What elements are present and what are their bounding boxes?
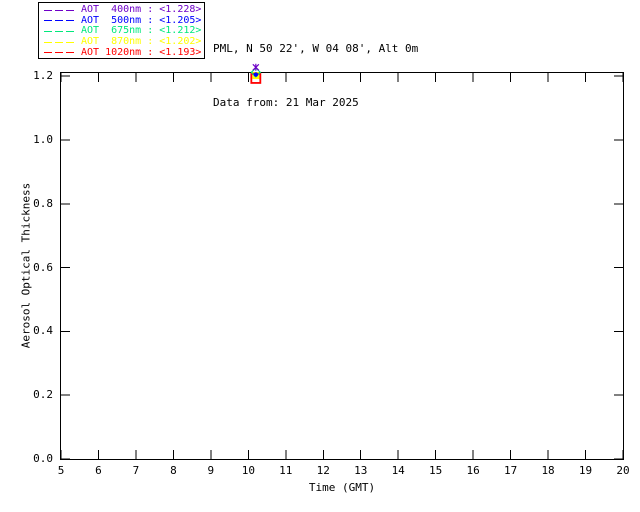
- legend-label: AOT 1020nm : <1.193>: [81, 46, 202, 58]
- legend-dash-sample: [44, 30, 74, 32]
- x-tick-label: 6: [95, 464, 102, 477]
- legend-dash-sample: [44, 41, 74, 43]
- marker-aot-400nm: [252, 63, 260, 71]
- legend-dash-sample: [44, 20, 74, 22]
- legend-row: AOT 870nm : <1.202>: [39, 37, 204, 48]
- y-tick-label: 1.2: [33, 69, 53, 83]
- legend-dash-sample: [44, 52, 74, 54]
- legend-label: AOT 500nm : <1.205>: [81, 14, 202, 26]
- marker-aot-500nm: [253, 72, 259, 77]
- x-tick-label: 10: [241, 464, 255, 477]
- legend-row: AOT 500nm : <1.205>: [39, 14, 204, 27]
- y-tick-label: 0.0: [33, 452, 53, 465]
- legend-label: AOT 870nm : <1.202>: [81, 36, 202, 48]
- x-tick-label: 18: [541, 464, 555, 477]
- legend-box: AOT 400nm : <1.228> AOT 500nm : <1.205> AO…: [38, 2, 205, 59]
- x-axis-title: Time (GMT): [308, 481, 376, 494]
- plot-header: PML, N 50 22', W 04 08', Alt 0m Data fro…: [213, 4, 418, 130]
- legend-row: AOT 675nm : <1.212>: [39, 26, 204, 37]
- x-tick-label: 14: [391, 464, 405, 477]
- x-tick-label: 17: [503, 464, 518, 477]
- header-location-line: PML, N 50 22', W 04 08', Alt 0m: [213, 42, 419, 55]
- x-tick-label: 20: [616, 464, 630, 477]
- x-tick-label: 15: [429, 464, 443, 477]
- y-tick-label: 0.6: [33, 260, 53, 274]
- legend-dash-sample: [44, 9, 74, 11]
- x-tick-label: 9: [207, 464, 215, 477]
- y-tick-label: 0.2: [33, 388, 53, 402]
- legend-row: AOT 400nm : <1.228>: [39, 5, 204, 16]
- y-tick-label: 0.4: [33, 324, 53, 338]
- x-tick-label: 12: [316, 464, 330, 477]
- legend-label: AOT 400nm : <1.228>: [81, 4, 202, 16]
- x-tick-label: 5: [57, 464, 65, 477]
- legend-row: AOT 1020nm : <1.193>: [39, 47, 204, 58]
- x-tick-label: 8: [170, 464, 177, 477]
- marker-aot-675nm: [250, 67, 262, 78]
- x-tick-label: 19: [578, 464, 593, 477]
- y-tick-label: 0.8: [33, 196, 53, 210]
- legend-label: AOT 675nm : <1.212>: [81, 25, 202, 37]
- plot-frame: [60, 72, 624, 460]
- x-tick-label: 11: [279, 464, 293, 477]
- x-tick-label: 16: [466, 464, 480, 477]
- x-tick-label: 13: [354, 464, 368, 477]
- x-tick-label: 7: [132, 464, 140, 477]
- header-date-line: Data from: 21 Mar 2025: [213, 96, 359, 109]
- y-tick-label: 1.0: [33, 133, 53, 146]
